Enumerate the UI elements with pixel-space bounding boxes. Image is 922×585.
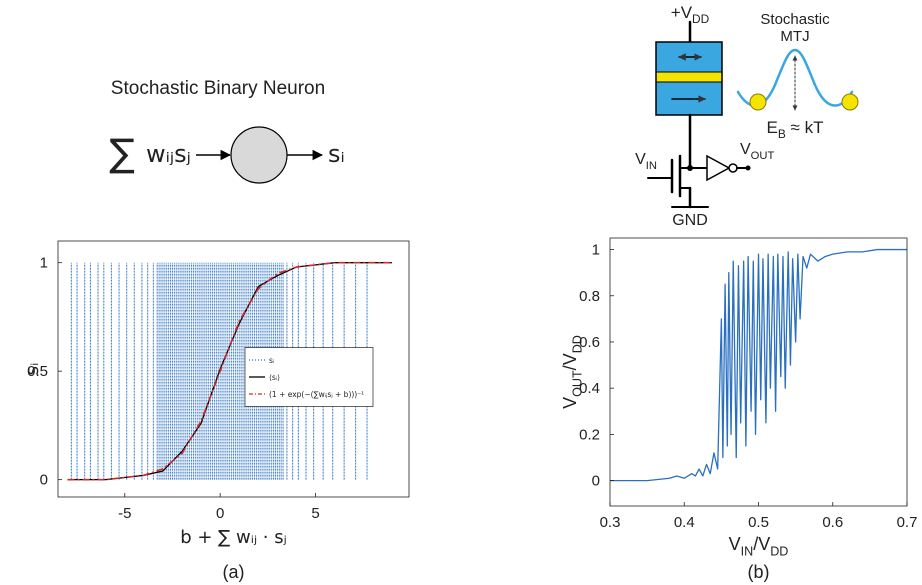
inverter xyxy=(706,154,731,182)
x-axis-label-part: IN xyxy=(741,544,754,558)
y-tick-label: 0 xyxy=(592,473,600,490)
x-tick-label: 0.3 xyxy=(600,514,621,531)
barrier-label-part: B xyxy=(778,127,786,141)
x-tick-label: -5 xyxy=(118,505,131,522)
y-axis-label-part: OUT xyxy=(570,370,584,397)
y-tick-label: 0.4 xyxy=(579,380,600,397)
input-label: VIN xyxy=(635,151,657,172)
x-tick-label: 0.7 xyxy=(897,514,918,531)
x-axis-label: b + ∑ wᵢⱼ · sⱼ xyxy=(180,527,287,548)
series-line xyxy=(610,248,907,482)
barrier-label-part: E xyxy=(767,118,778,137)
x-axis-label-part: /V xyxy=(753,534,770,554)
legend-label: sᵢ xyxy=(269,356,274,365)
plot-frame xyxy=(57,240,410,498)
y-tick-label: 1 xyxy=(592,242,600,259)
x-axis-label: VIN/VDD xyxy=(729,534,789,558)
input-label-part: V xyxy=(635,151,646,168)
y-tick-label: 0 xyxy=(40,472,48,489)
neuron-title: Stochastic Binary Neuron xyxy=(111,78,325,99)
caption: (b) xyxy=(748,562,770,582)
neuron-node xyxy=(230,126,288,184)
input-label-part: IN xyxy=(646,160,657,172)
legend-label: ⟨sᵢ⟩ xyxy=(269,373,280,382)
legend-label: (1 + exp(−(∑wᵢⱼsⱼ + b)))⁻¹ xyxy=(269,390,364,399)
supply-label: +VDD xyxy=(671,3,710,26)
output-label-part: OUT xyxy=(751,150,775,162)
x-tick-label: 0.4 xyxy=(674,514,695,531)
series-line xyxy=(67,262,392,481)
neuron-input: wᵢⱼsⱼ xyxy=(146,140,191,168)
x-tick-label: 0.6 xyxy=(822,514,843,531)
state-ball xyxy=(749,93,767,111)
node-dot xyxy=(745,165,751,171)
x-axis-label-part: V xyxy=(729,534,741,554)
y-tick-label: 0.8 xyxy=(579,288,600,305)
y-axis-label-part: DD xyxy=(570,335,584,353)
output-label: VOUT xyxy=(740,141,774,162)
supply-label-part: DD xyxy=(692,12,710,26)
x-tick-label: 5 xyxy=(311,505,319,522)
y-axis-label-part: V xyxy=(560,397,580,409)
barrier-label-part: ≈ kT xyxy=(786,118,824,137)
sum-symbol: ∑ xyxy=(109,131,135,175)
output-label-part: V xyxy=(740,141,751,158)
y-tick-label: 0.6 xyxy=(579,334,600,351)
y-axis-label: sᵢ xyxy=(22,363,43,376)
x-tick-label: 0.5 xyxy=(748,514,769,531)
y-axis-label-part: /V xyxy=(560,353,580,370)
barrier-label: EB ≈ kT xyxy=(767,118,824,141)
caption: (a) xyxy=(223,562,245,582)
y-tick-label: 0.2 xyxy=(579,426,600,443)
y-tick-label: 1 xyxy=(40,255,48,272)
neuron-output: sᵢ xyxy=(328,140,345,168)
y-tick-label: 0.5 xyxy=(27,363,48,380)
inverter-bubble xyxy=(728,163,738,173)
legend-box xyxy=(244,347,374,407)
mtj-label: Stochastic xyxy=(760,11,830,28)
ground-label: GND xyxy=(672,212,708,229)
x-axis-label-part: DD xyxy=(770,544,788,558)
mtj-label: MTJ xyxy=(780,28,809,45)
neuron-diagram: Stochastic Binary Neuron ∑ wᵢⱼsⱼ sᵢ xyxy=(109,78,345,184)
circuit-diagram: Stochastic MTJ GND xyxy=(647,11,859,229)
supply-label-part: +V xyxy=(671,3,693,22)
barrier-layer xyxy=(656,72,722,82)
state-ball xyxy=(841,93,859,111)
y-axis-label: VOUT/VDD xyxy=(560,335,584,409)
x-tick-label: 0 xyxy=(216,505,224,522)
